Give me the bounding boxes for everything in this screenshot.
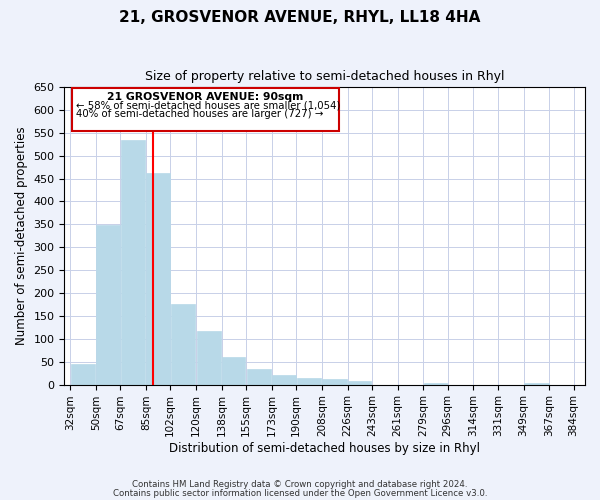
FancyBboxPatch shape (71, 88, 339, 132)
Bar (97, 225, 119, 384)
Bar (524, 383, 548, 384)
Text: Contains HM Land Registry data © Crown copyright and database right 2024.: Contains HM Land Registry data © Crown c… (132, 480, 468, 489)
Bar (348, 381, 371, 384)
Bar (247, 368, 271, 384)
Title: Size of property relative to semi-detached houses in Rhyl: Size of property relative to semi-detach… (145, 70, 505, 83)
Text: 21, GROSVENOR AVENUE, RHYL, LL18 4HA: 21, GROSVENOR AVENUE, RHYL, LL18 4HA (119, 10, 481, 25)
Bar (171, 304, 196, 384)
Bar (222, 356, 245, 384)
Bar (71, 364, 95, 384)
X-axis label: Distribution of semi-detached houses by size in Rhyl: Distribution of semi-detached houses by … (169, 442, 480, 455)
Text: Contains public sector information licensed under the Open Government Licence v3: Contains public sector information licen… (113, 489, 487, 498)
Text: ← 58% of semi-detached houses are smaller (1,054): ← 58% of semi-detached houses are smalle… (76, 100, 340, 110)
Text: 21 GROSVENOR AVENUE: 90sqm: 21 GROSVENOR AVENUE: 90sqm (107, 92, 304, 102)
Bar (146, 172, 170, 384)
Y-axis label: Number of semi-detached properties: Number of semi-detached properties (15, 126, 28, 345)
Text: 40% of semi-detached houses are larger (727) →: 40% of semi-detached houses are larger (… (76, 109, 323, 119)
Bar (121, 140, 145, 384)
Bar (197, 330, 221, 384)
Bar (322, 378, 347, 384)
Bar (424, 383, 447, 384)
Bar (296, 378, 321, 384)
Bar (272, 375, 296, 384)
